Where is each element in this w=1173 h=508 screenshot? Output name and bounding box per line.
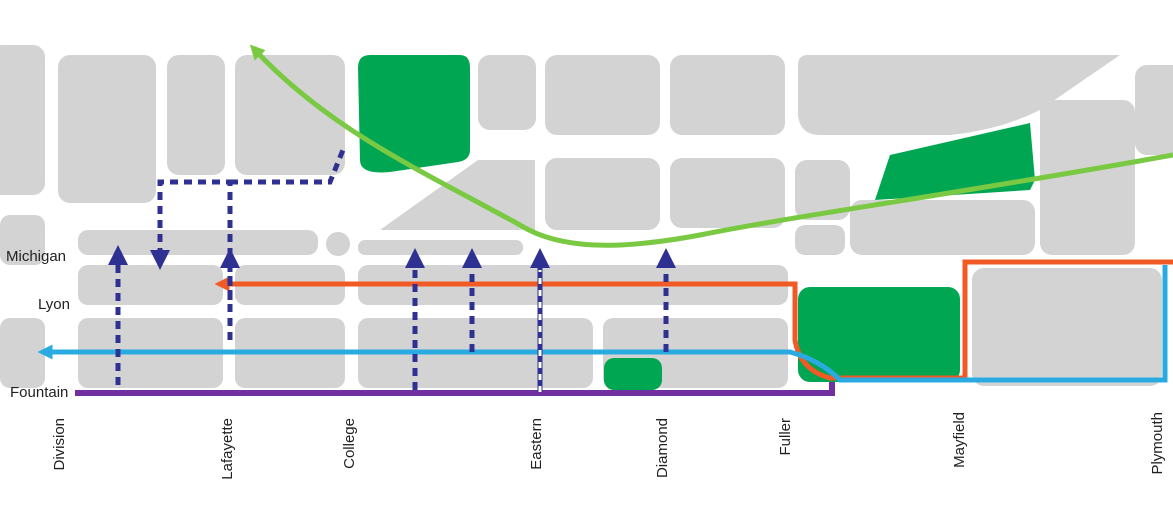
street-label: Mayfield bbox=[951, 412, 968, 468]
street-label: Plymouth bbox=[1149, 412, 1166, 475]
street-label: Lyon bbox=[38, 296, 70, 313]
street-label: Fuller bbox=[777, 418, 794, 456]
blocks bbox=[0, 45, 1173, 388]
street-labels: Michigan Lyon Fountain Division Lafayett… bbox=[6, 248, 1166, 480]
parks bbox=[358, 55, 1035, 390]
street-label: Michigan bbox=[6, 248, 66, 265]
street-label: Eastern bbox=[528, 418, 545, 470]
street-label: Lafayette bbox=[219, 418, 236, 480]
street-label: College bbox=[341, 418, 358, 469]
street-label: Diamond bbox=[654, 418, 671, 478]
street-label: Fountain bbox=[10, 384, 68, 401]
routes bbox=[37, 44, 1173, 396]
street-label: Division bbox=[51, 418, 68, 471]
